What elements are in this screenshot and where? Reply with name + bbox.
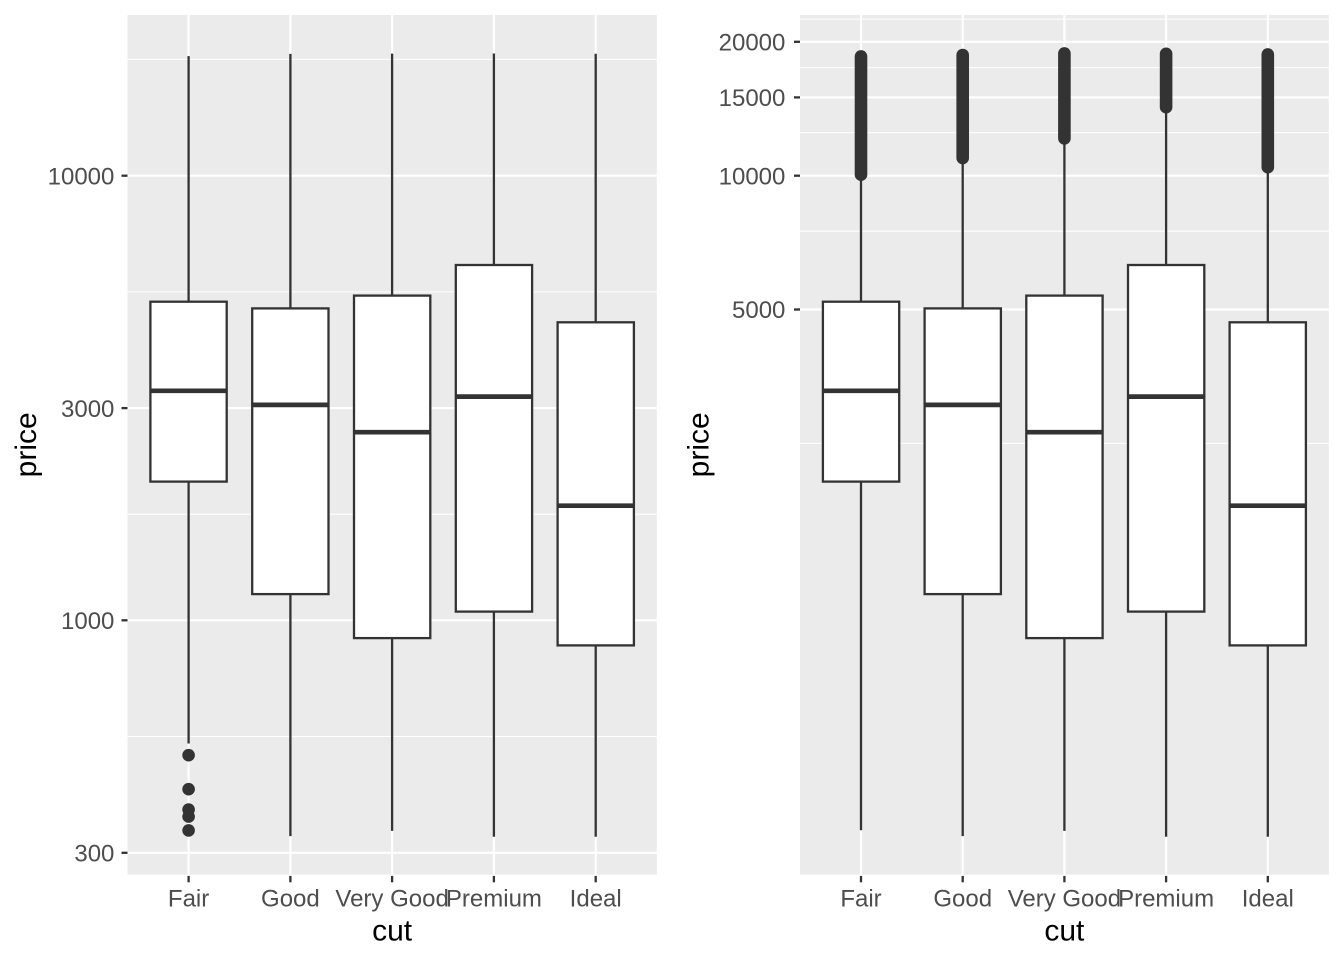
svg-text:price: price — [682, 412, 715, 477]
svg-text:cut: cut — [1044, 914, 1085, 947]
svg-text:15000: 15000 — [719, 85, 786, 112]
svg-text:Ideal: Ideal — [570, 885, 622, 912]
svg-text:10000: 10000 — [719, 163, 786, 190]
svg-text:5000: 5000 — [732, 297, 785, 324]
svg-text:Fair: Fair — [168, 885, 209, 912]
svg-text:300: 300 — [74, 841, 114, 868]
svg-text:price: price — [10, 412, 43, 477]
svg-text:Very Good: Very Good — [335, 885, 448, 912]
svg-text:Fair: Fair — [840, 885, 881, 912]
svg-text:Very Good: Very Good — [1008, 885, 1121, 912]
svg-text:Good: Good — [261, 885, 320, 912]
svg-text:1000: 1000 — [61, 608, 114, 635]
svg-text:3000: 3000 — [61, 396, 114, 423]
svg-text:Premium: Premium — [446, 885, 542, 912]
svg-text:10000: 10000 — [48, 163, 115, 190]
svg-text:Good: Good — [933, 885, 992, 912]
svg-text:Premium: Premium — [1118, 885, 1214, 912]
svg-text:20000: 20000 — [719, 30, 786, 57]
svg-text:Ideal: Ideal — [1242, 885, 1294, 912]
svg-text:cut: cut — [372, 914, 413, 947]
